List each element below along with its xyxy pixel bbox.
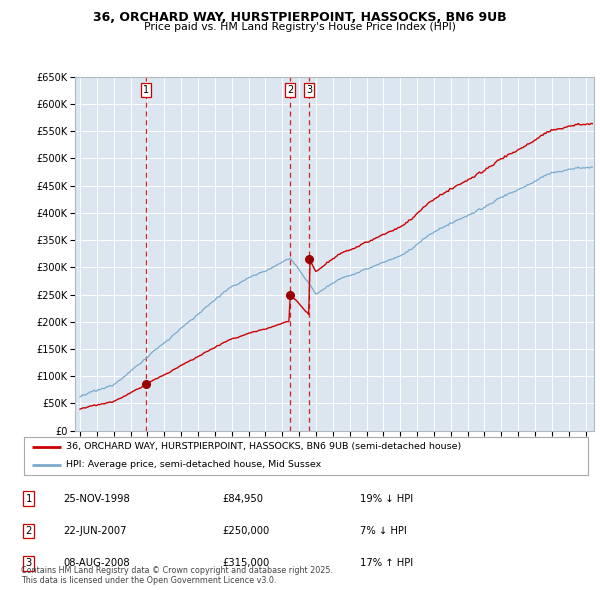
Text: 25-NOV-1998: 25-NOV-1998 (63, 494, 130, 503)
Text: 1: 1 (26, 494, 32, 503)
Text: 19% ↓ HPI: 19% ↓ HPI (360, 494, 413, 503)
Text: 08-AUG-2008: 08-AUG-2008 (63, 559, 130, 568)
Text: £84,950: £84,950 (222, 494, 263, 503)
Text: £250,000: £250,000 (222, 526, 269, 536)
Text: 2: 2 (287, 86, 293, 96)
Text: 3: 3 (26, 559, 32, 568)
Text: 22-JUN-2007: 22-JUN-2007 (63, 526, 127, 536)
Text: £315,000: £315,000 (222, 559, 269, 568)
Text: 1: 1 (143, 86, 149, 96)
Text: 2: 2 (26, 526, 32, 536)
Text: 36, ORCHARD WAY, HURSTPIERPOINT, HASSOCKS, BN6 9UB: 36, ORCHARD WAY, HURSTPIERPOINT, HASSOCK… (93, 11, 507, 24)
Text: 3: 3 (306, 86, 312, 96)
Text: 36, ORCHARD WAY, HURSTPIERPOINT, HASSOCKS, BN6 9UB (semi-detached house): 36, ORCHARD WAY, HURSTPIERPOINT, HASSOCK… (66, 442, 461, 451)
Text: 7% ↓ HPI: 7% ↓ HPI (360, 526, 407, 536)
Text: Price paid vs. HM Land Registry's House Price Index (HPI): Price paid vs. HM Land Registry's House … (144, 22, 456, 32)
Text: Contains HM Land Registry data © Crown copyright and database right 2025.
This d: Contains HM Land Registry data © Crown c… (21, 566, 333, 585)
Text: 17% ↑ HPI: 17% ↑ HPI (360, 559, 413, 568)
Text: HPI: Average price, semi-detached house, Mid Sussex: HPI: Average price, semi-detached house,… (66, 460, 322, 469)
